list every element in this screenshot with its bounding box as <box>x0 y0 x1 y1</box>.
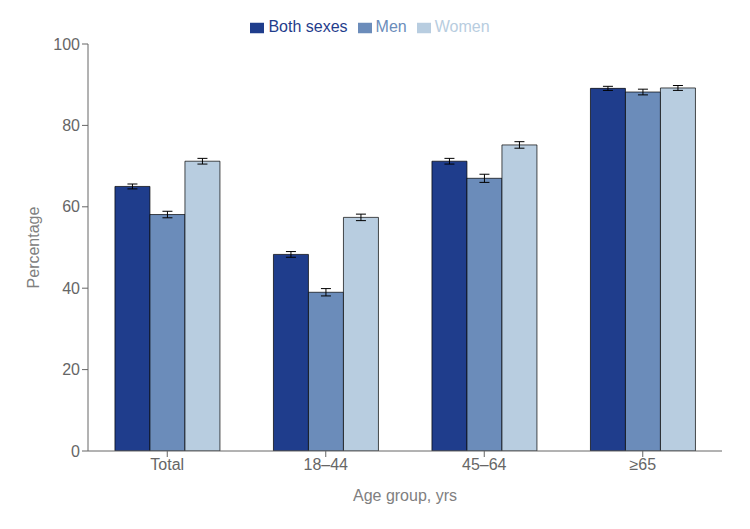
html-text:Women: Women <box>434 18 490 35</box>
svg-text:18–44: 18–44 <box>304 456 349 473</box>
svg-text:100: 100 <box>53 36 80 53</box>
svg-text:45–64: 45–64 <box>462 456 507 473</box>
html-text:Both sexes: Both sexes <box>268 18 348 35</box>
svg-text:20: 20 <box>62 361 80 378</box>
html-text:Men: Men <box>375 18 407 35</box>
svg-text:40: 40 <box>62 280 80 297</box>
svg-text:≥65: ≥65 <box>629 456 656 473</box>
svg-text:Age group, yrs: Age group, yrs <box>353 487 457 504</box>
svg-text:0: 0 <box>71 443 80 460</box>
svg-text:60: 60 <box>62 198 80 215</box>
svg-text:80: 80 <box>62 117 80 134</box>
svg-text:Total: Total <box>150 456 184 473</box>
svg-text:Percentage: Percentage <box>25 206 42 288</box>
